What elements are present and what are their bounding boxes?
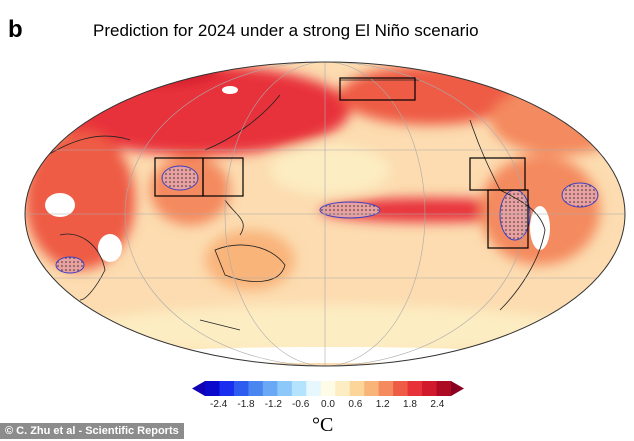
colorbar-under-triangle [192, 381, 205, 396]
colorbar-unit: °C [312, 414, 334, 436]
colorbar-segment [393, 381, 409, 396]
colorbar-tick: 0.6 [348, 399, 363, 410]
colorbar-segment [291, 381, 307, 396]
image-credit: © C. Zhu et al - Scientific Reports [0, 423, 184, 439]
colorbar-segment [320, 381, 336, 396]
globe-outline [24, 61, 626, 367]
colorbar-tick: 1.8 [403, 399, 417, 410]
region-boxes [154, 77, 529, 249]
panel-label: b [8, 16, 23, 43]
colorbar-tick: -1.8 [237, 399, 255, 410]
colorbar-segment [422, 381, 438, 396]
colorbar-segment [248, 381, 264, 396]
colorbar-tick: -1.2 [264, 399, 282, 410]
colorbar-tick: 0.0 [321, 399, 335, 410]
colorbar-ticks: -2.4 -1.8 -1.2 -0.6 0.0 0.6 1.2 1.8 2.4 [192, 399, 464, 413]
colorbar-segment [277, 381, 293, 396]
colorbar-segment [436, 381, 452, 396]
colorbar-segment [205, 381, 220, 396]
colorbar-tick: 1.2 [375, 399, 390, 410]
colorbar-segment [306, 381, 322, 396]
colorbar-tick: 2.4 [430, 399, 445, 410]
colorbar-segment [219, 381, 235, 396]
colorbar [192, 381, 464, 396]
map-field [25, 62, 625, 366]
colorbar-over-triangle [451, 381, 464, 396]
colorbar-segment [335, 381, 351, 396]
colorbar-segment [233, 381, 249, 396]
colorbar-tick: -2.4 [210, 399, 228, 410]
colorbar-segment [349, 381, 365, 396]
colorbar-segment [262, 381, 278, 396]
map-title: Prediction for 2024 under a strong El Ni… [93, 21, 479, 40]
colorbar-tick: -0.6 [292, 399, 310, 410]
colorbar-segment [378, 381, 394, 396]
colorbar-segment [364, 381, 380, 396]
colorbar-segment [407, 381, 423, 396]
